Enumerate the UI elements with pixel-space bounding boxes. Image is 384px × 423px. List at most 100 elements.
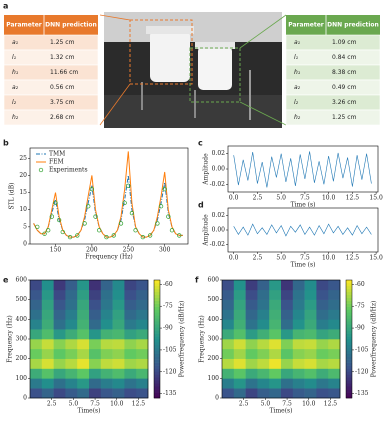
value-cell: 0.84 cm [332,54,357,61]
signal-line [233,223,372,237]
y-tick-label: -0.02 [210,181,226,188]
heat-cell [222,368,235,379]
data-point [93,214,98,219]
colorbar-step [154,336,160,340]
heat-cell [233,289,246,300]
colorbar-frame [153,279,161,399]
heat-cell [41,299,54,310]
heat-cell [233,309,246,320]
heat-cell [100,329,113,340]
heat-cell [269,388,282,399]
data-point [67,234,73,240]
heat-cell [53,319,66,330]
y-tick-label: 500 [208,296,220,303]
heat-cell [136,388,149,399]
data-point [162,186,167,192]
heat-cell [30,378,43,389]
x-tick-label: 10.0 [322,255,336,262]
heat-cell [41,378,54,389]
colorbar-step [346,353,352,357]
panel-label: c [198,139,203,148]
heat-cell [77,329,90,340]
heat-cell [222,358,235,369]
heat-cell [65,299,78,310]
heat-cell [292,339,305,350]
y-tick-label: 10 [19,206,27,213]
x-tick-label: 2.5 [253,255,263,262]
x-axis-label: Frequency (Hz) [85,254,132,261]
colorbar-step [154,377,160,381]
signal-line [233,151,372,188]
heat-cell [100,378,113,389]
data-point [53,200,58,206]
heat-cell [257,388,270,399]
heat-cell [112,339,125,350]
heat-cell [124,299,137,310]
heat-cell [245,339,258,350]
colorbar-step [154,362,160,366]
heat-cell [328,319,341,330]
axes-frame [221,279,341,399]
heat-cell [136,368,149,379]
heat-cell [328,299,341,310]
legend-label: FEM [49,159,64,166]
colorbar-step [346,374,352,378]
heat-cell [30,368,43,379]
colorbar-step [154,356,160,360]
colorbar-step [154,297,160,301]
colorbar-step [154,280,160,284]
heat-cell [65,329,78,340]
heat-cell [65,358,78,369]
heat-cell [257,280,270,291]
heat-cell [304,358,317,369]
heat-cell [89,299,102,310]
heat-cell [257,339,270,350]
heat-cell [269,309,282,320]
heat-cell [292,358,305,369]
heat-cell [53,280,66,291]
colorbar-step [154,333,160,337]
colorbar-label: Power/frequency (dB/Hz) [179,301,186,378]
heat-cell [269,299,282,310]
param-cell: l₁ [294,54,299,61]
header-cell: DNN prediction [45,22,97,29]
data-point [126,183,131,188]
colorbar-step [154,347,160,352]
heat-cell [304,348,317,359]
panel-label: a [3,2,8,11]
heat-cell [124,289,137,300]
heat-cell [41,280,54,291]
data-point [42,231,47,236]
colorbar-step [154,389,160,393]
heat-cell [30,339,43,350]
heat-cell [53,329,66,340]
heat-cell [30,329,43,340]
heat-cell [304,309,317,320]
x-axis-label: Time(s) [270,408,293,415]
heat-cell [281,388,294,399]
heat-cell [30,289,43,300]
colorbar-step [154,321,160,325]
x-tick-label: 7.5 [282,401,292,408]
heat-cell [65,289,78,300]
colorbar-step [154,392,160,396]
heat-cell [30,319,43,330]
param-cell: a₂ [294,84,301,91]
table-row [285,109,381,126]
heat-cell [245,378,258,389]
colorbar-tick-label: -75 [163,303,173,310]
heat-cell [124,358,137,369]
heat-cell [304,289,317,300]
heat-cell [292,309,305,320]
heat-cell [65,280,78,291]
colorbar-step [154,330,160,334]
heat-cell [89,348,102,359]
heat-cell [89,388,102,399]
colorbar-step [346,371,352,375]
y-axis-label: Frequency (Hz) [7,315,14,362]
y-tick-label: 0.02 [212,150,226,157]
heat-cell [222,319,235,330]
y-tick-label: 0.00 [212,227,226,234]
x-tick-label: 12.5 [346,195,360,202]
heat-cell [316,329,329,340]
